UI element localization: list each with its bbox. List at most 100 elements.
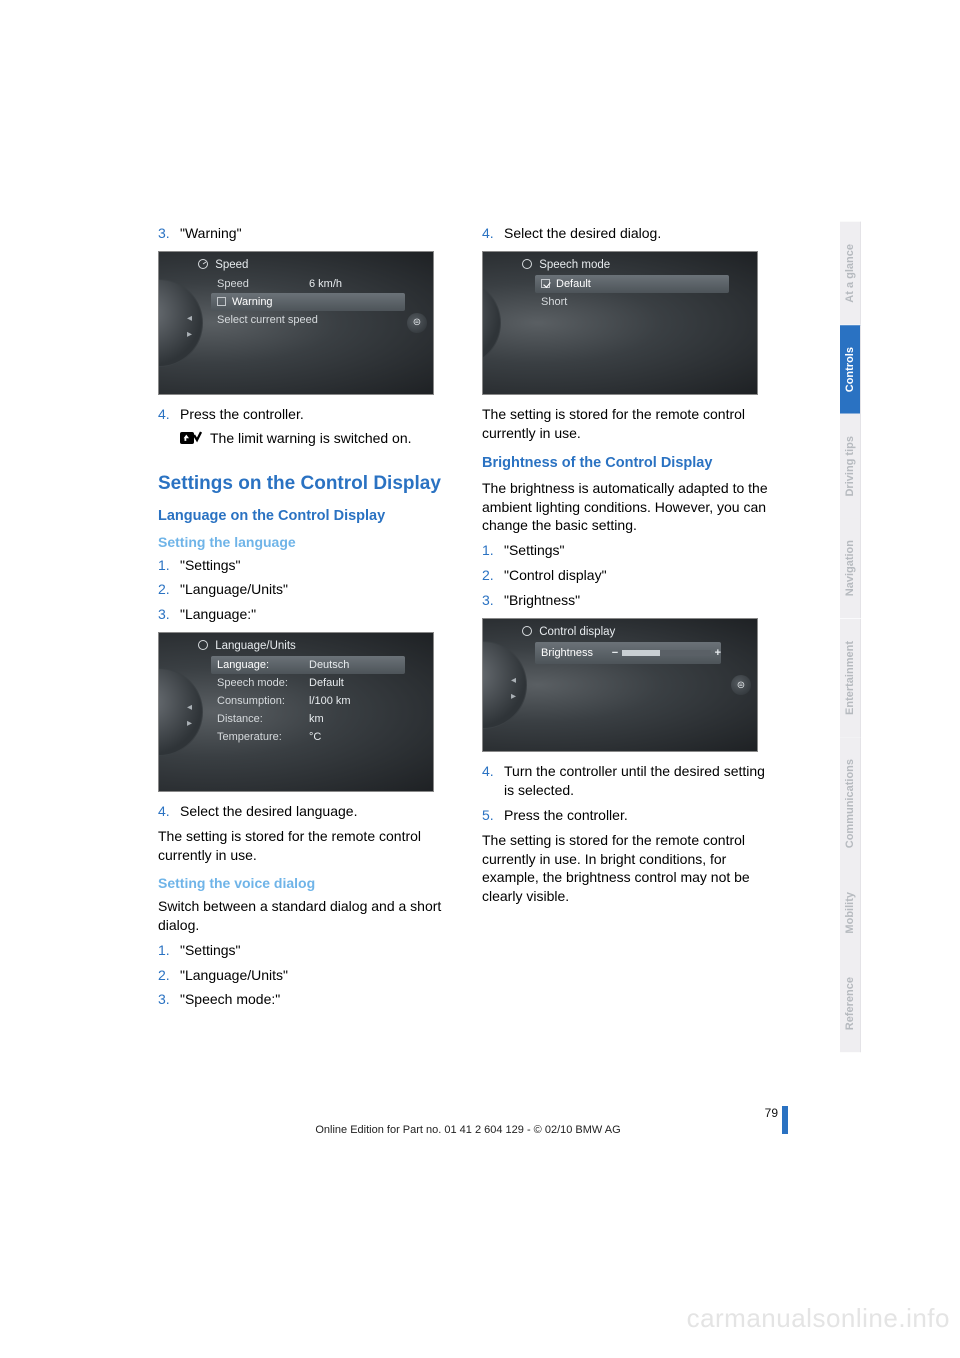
idrive-header-text: Language/Units [215,640,296,652]
step-item: 1."Settings" [158,556,454,575]
step-text: Turn the controller until the desired se… [504,762,778,800]
idrive-row: Default [535,275,729,293]
tab-reference[interactable]: Reference [840,955,861,1052]
step-text: "Settings" [180,941,454,960]
idrive-header-text: Speech mode [539,259,610,271]
left-column: 3. "Warning" ◂ ▸ ⊜ Speed Speed 6 km/h [158,224,454,1015]
voice-intro: Switch between a standard dialog and a s… [158,897,454,935]
step-item: 2."Language/Units" [158,580,454,599]
step-number: 4. [482,224,504,243]
step-text: "Language:" [180,605,454,624]
right-column: 4. Select the desired dialog. Speech mod… [482,224,778,1015]
step-item: 2."Control display" [482,566,778,585]
step-number: 3. [482,591,504,610]
step-text: Select the desired dialog. [504,224,778,243]
step-number: 4. [482,762,504,800]
row-label: Short [541,296,633,308]
heading-brightness: Brightness of the Control Display [482,455,778,471]
idrive-header-text: Speed [215,259,248,271]
row-value: Deutsch [309,659,349,671]
step-item: 3."Brightness" [482,591,778,610]
step-text: "Control display" [504,566,778,585]
row-label: Consumption: [217,695,309,707]
edition-line: Online Edition for Part no. 01 41 2 604 … [158,1124,778,1136]
tab-mobility[interactable]: Mobility [840,870,861,956]
idrive-row: Short [483,293,757,311]
tab-controls[interactable]: Controls [840,325,861,414]
idrive-speed-screenshot: ◂ ▸ ⊜ Speed Speed 6 km/h Warning [158,251,434,395]
heading-set-language: Setting the language [158,534,454,550]
step-press-controller: 5. Press the controller. [482,806,778,825]
row-value: Default [309,677,344,689]
step-text: Press the controller. [180,405,454,424]
step-number: 2. [158,580,180,599]
step-text: "Language/Units" [180,966,454,985]
step-item: 1."Settings" [158,941,454,960]
idrive-rows: Brightness − + [483,642,757,670]
idrive-header: Control display [483,619,757,642]
voice-steps: 1."Settings"2."Language/Units"3."Speech … [158,941,454,1010]
heading-settings: Settings on the Control Display [158,472,454,496]
step-number: 3. [158,990,180,1009]
watermark: carmanualsonline.info [687,1303,950,1334]
limit-check-icon [180,431,202,445]
stored-note-brightness: The setting is stored for the remote con… [482,831,778,907]
step-number: 1. [158,941,180,960]
idrive-row: Speech mode:Default [159,674,433,692]
row-value: °C [309,731,321,743]
step-text: "Brightness" [504,591,778,610]
idrive-header-text: Control display [539,626,615,638]
step-text: "Warning" [180,224,454,243]
tab-driving-tips[interactable]: Driving tips [840,414,861,519]
idrive-header: Speed [159,252,433,275]
heading-voice-dialog: Setting the voice dialog [158,875,454,891]
row-label: Brightness [541,647,612,659]
step-text: "Language/Units" [180,580,454,599]
step-warning: 3. "Warning" [158,224,454,243]
step-number: 4. [158,802,180,821]
step-turn-controller: 4. Turn the controller until the desired… [482,762,778,800]
step-text: Select the desired language. [180,802,454,821]
stored-note: The setting is stored for the remote con… [482,405,778,443]
gauge-icon [521,258,533,270]
tab-communications[interactable]: Communications [840,737,861,870]
tab-navigation[interactable]: Navigation [840,518,861,618]
tab-entertainment[interactable]: Entertainment [840,619,861,737]
step-item: 3."Speech mode:" [158,990,454,1009]
idrive-rows: Default Short [483,275,757,317]
row-speed: Speed 6 km/h [159,275,433,293]
minus-icon: − [612,647,618,659]
gauge-icon [197,639,209,651]
idrive-side-button-icon: ⊜ [731,675,751,695]
idrive-row: Temperature:°C [159,728,433,746]
step-text: Press the controller. [504,806,778,825]
step-select-dialog: 4. Select the desired dialog. [482,224,778,243]
tab-at-a-glance[interactable]: At a glance [840,222,861,325]
page-number-bar [782,1106,788,1134]
step-number: 4. [158,405,180,424]
section-tabs: At a glanceControlsDriving tipsNavigatio… [840,222,864,1053]
row-label: Speech mode: [217,677,309,689]
step-number: 3. [158,605,180,624]
checkbox-icon [217,297,226,306]
idrive-brightness-screenshot: ◂ ▸ ⊜ Control display Brightness − + [482,618,758,752]
page-number: 79 [765,1106,778,1120]
step-press-controller: 4. Press the controller. [158,405,454,424]
row-label: Temperature: [217,731,309,743]
step-number: 2. [482,566,504,585]
content-columns: 3. "Warning" ◂ ▸ ⊜ Speed Speed 6 km/h [158,224,778,1015]
limit-text: The limit warning is switched on. [210,430,412,446]
page-footer: 79 Online Edition for Part no. 01 41 2 6… [158,1124,778,1136]
row-label: Language: [217,659,309,671]
step-text: "Settings" [180,556,454,575]
idrive-header: Speech mode [483,252,757,275]
row-value: l/100 km [309,695,351,707]
brightness-steps: 1."Settings"2."Control display"3."Bright… [482,541,778,610]
step-number: 1. [482,541,504,560]
row-label: Select current speed [217,314,318,326]
gauge-icon [521,625,533,637]
stored-note: The setting is stored for the remote con… [158,827,454,865]
step-item: 3."Language:" [158,605,454,624]
step-select-language: 4. Select the desired language. [158,802,454,821]
idrive-language-screenshot: ◂ ▸ Language/Units Language:DeutschSpeec… [158,632,434,792]
